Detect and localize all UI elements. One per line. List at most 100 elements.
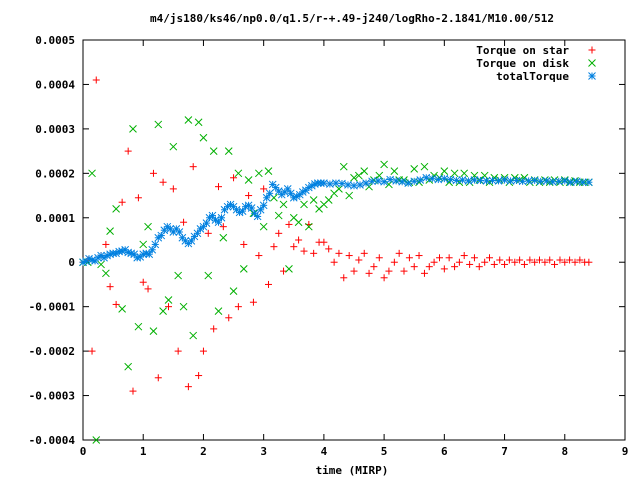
x-axis-label: time (MIRP) [316,464,389,477]
data-point [154,120,163,129]
data-point [195,372,203,380]
data-point [475,263,483,271]
data-point [486,254,493,262]
data-point [541,258,549,266]
data-point [355,256,363,264]
data-point [187,237,196,245]
data-point [415,252,423,260]
data-point [194,118,203,127]
data-point [335,185,343,193]
data-point [516,256,524,264]
data-point [129,125,137,133]
data-point [304,222,313,231]
data-point [230,174,238,182]
series-plus [79,76,593,395]
y-tick-label: -0.0002 [29,345,75,358]
data-point [410,263,418,271]
data-point [554,177,563,186]
data-point [204,229,212,237]
axes: 0 1 2 3 4 5 6 7 8 9 -0.0004 -0.0003 -0.0002 -0.0001 0 0… [29,34,629,458]
data-point [124,147,132,155]
data-point [451,263,459,271]
data-point [275,229,283,237]
data-point [536,177,545,186]
chart-title: m4/js180/ks46/np0.0/q1.5/r-+.49-j240/log… [150,12,554,25]
data-point [460,169,469,178]
data-point [506,177,515,185]
data-point [184,383,192,391]
data-point [214,218,223,227]
data-point [245,192,253,200]
data-point [274,211,283,220]
x-tick-label: 8 [561,445,568,458]
data-point [215,183,222,191]
data-point [420,162,429,171]
data-point [165,303,173,311]
data-point [470,176,479,184]
data-point [154,374,162,382]
data-point [450,169,459,178]
data-point [283,185,292,193]
data-point [380,274,388,282]
data-point [247,204,256,212]
data-point [139,240,148,249]
data-point [546,256,554,264]
data-point [174,347,182,355]
data-point [199,133,208,142]
x-tick-label: 5 [381,445,388,458]
data-point [169,142,178,151]
data-point [224,147,233,155]
data-point [520,260,528,268]
data-point [345,252,353,260]
data-point [511,258,519,266]
data-point [335,249,343,257]
data-point [102,269,110,278]
data-point [234,303,242,311]
data-point [390,258,398,266]
data-point [210,325,218,333]
x-tick-label: 2 [200,445,207,458]
data-point [244,176,253,184]
data-point [225,314,233,322]
data-point [253,212,262,221]
data-point [144,222,152,231]
data-point [370,263,378,271]
data-point [488,176,497,185]
data-point [208,211,217,220]
data-point [332,179,340,187]
x-tick-label: 3 [260,445,267,458]
data-point [425,263,433,271]
data-point [551,260,559,268]
data-point [430,258,438,266]
data-point [375,171,384,180]
legend-marker [588,59,596,67]
data-point [531,258,539,266]
data-point [164,296,173,304]
data-point [106,227,114,235]
plot-frame [82,39,626,441]
data-point [285,265,293,273]
data-point [325,245,333,253]
data-point [189,163,197,171]
data-point [420,269,428,277]
data-point [436,254,444,262]
data-point [350,173,358,182]
data-point [118,198,126,206]
data-point [398,177,407,186]
data-point [238,207,247,215]
data-point [365,269,373,277]
legend-label: totalTorque [496,70,569,83]
data-point [560,177,569,185]
data-point [541,176,549,184]
data-point [149,327,158,335]
data-point [249,298,257,306]
data-point [354,171,363,180]
data-point [345,191,354,200]
data-point [285,220,293,228]
data-point [470,254,478,262]
y-tick-label: 0.0004 [35,78,75,91]
data-point [300,247,308,255]
data-point [505,256,513,264]
series-cross [79,116,593,444]
data-point [320,238,328,246]
